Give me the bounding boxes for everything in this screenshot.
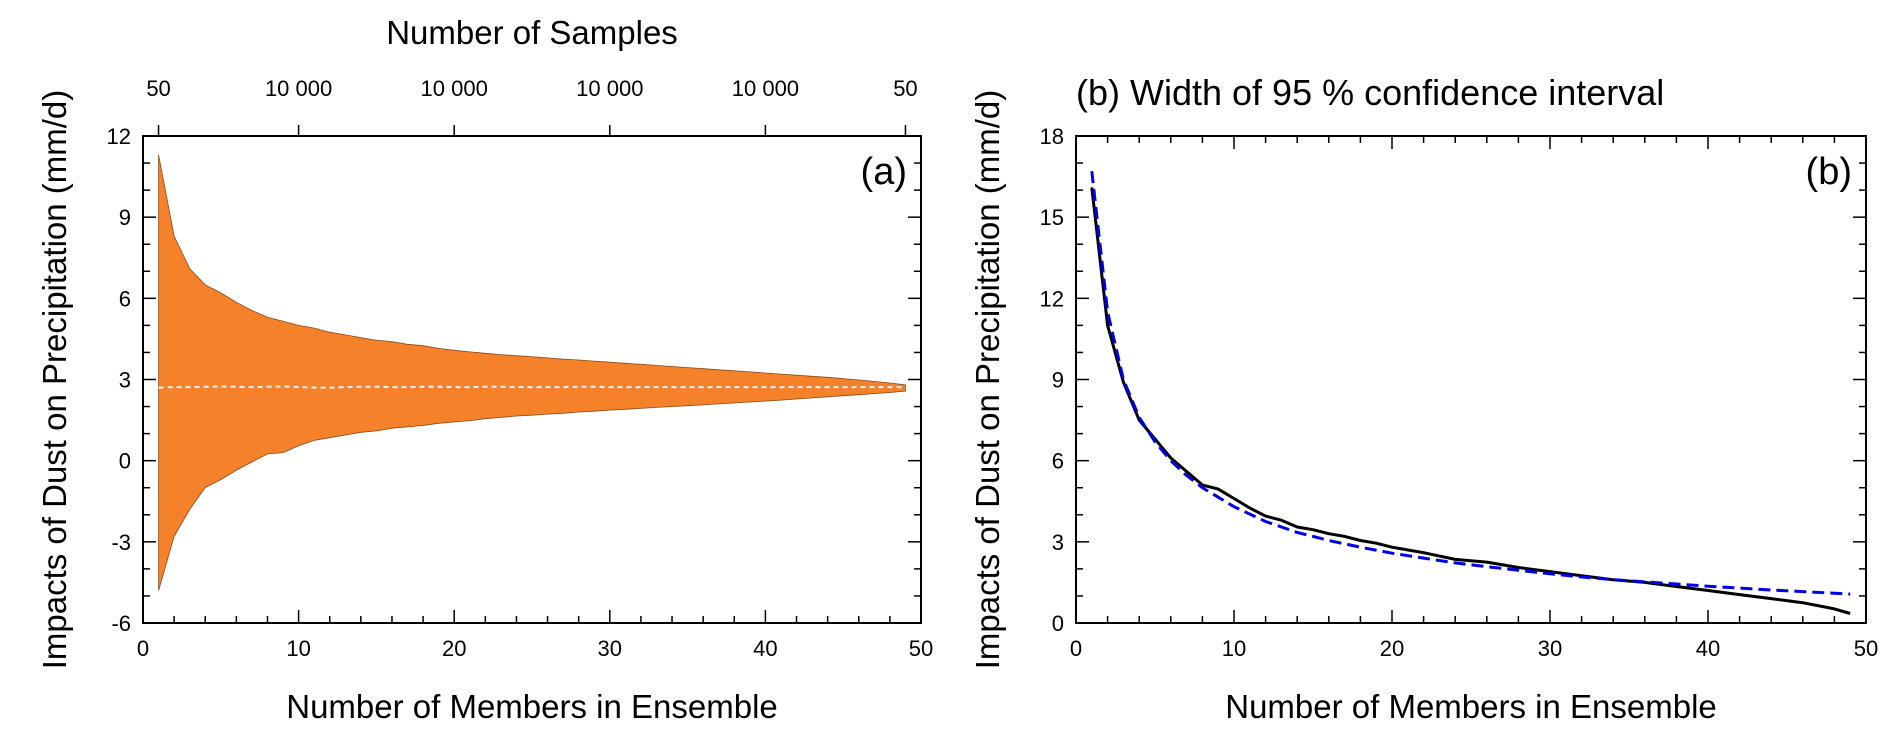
x-tick-label: 0 bbox=[137, 636, 149, 661]
y-tick-label: 3 bbox=[119, 368, 131, 393]
x2-tick-label: 50 bbox=[893, 76, 917, 101]
panel-a: 0 10 20 30 40 50 -6 -3 0 3 6 9 12 50 10 000 10 000 10 00… bbox=[36, 14, 933, 725]
panel-b: 0 10 20 30 40 50 0 3 6 9 12 15 18 Number of Members i… bbox=[969, 72, 1878, 725]
x2-tick-label: 10 000 bbox=[732, 76, 799, 101]
y-tick-label: 0 bbox=[1052, 611, 1064, 636]
y-tick-label: -3 bbox=[111, 530, 131, 555]
x2-tick-label: 10 000 bbox=[576, 76, 643, 101]
y-tick-label: 15 bbox=[1040, 205, 1064, 230]
y-axis-title: Impacts of Dust on Precipitation (mm/d) bbox=[36, 90, 73, 670]
series-solid-line bbox=[1090, 187, 1851, 615]
mean-line bbox=[158, 385, 906, 389]
y-tick-label: 18 bbox=[1040, 124, 1064, 149]
x-tick-label: 30 bbox=[1538, 636, 1562, 661]
x-tick-label: 10 bbox=[1222, 636, 1246, 661]
y-tick-label: 12 bbox=[107, 124, 131, 149]
x-axis-title: Number of Members in Ensemble bbox=[286, 688, 778, 725]
x2-tick-label: 50 bbox=[146, 76, 170, 101]
y-tick-label: 6 bbox=[1052, 449, 1064, 474]
y-tick-label: 9 bbox=[119, 205, 131, 230]
x-tick-label: 0 bbox=[1070, 636, 1082, 661]
x-axis-title: Number of Members in Ensemble bbox=[1225, 688, 1717, 725]
y-tick-label: -6 bbox=[111, 611, 131, 636]
y-axis-title: Impacts of Dust on Precipitation (mm/d) bbox=[969, 90, 1006, 670]
x-tick-label: 20 bbox=[1380, 636, 1404, 661]
y-tick-label: 3 bbox=[1052, 530, 1064, 555]
x-tick-label: 40 bbox=[753, 636, 777, 661]
x-tick-label: 50 bbox=[1854, 636, 1878, 661]
panel-label: (a) bbox=[861, 151, 907, 193]
x-tick-label: 20 bbox=[442, 636, 466, 661]
panel-title: (b) Width of 95 % confidence interval bbox=[1076, 72, 1664, 113]
x-tick-label: 30 bbox=[598, 636, 622, 661]
x2-tick-label: 10 000 bbox=[265, 76, 332, 101]
x2-tick-label: 10 000 bbox=[421, 76, 488, 101]
y-tick-label: 12 bbox=[1040, 286, 1064, 311]
y-tick-label: 9 bbox=[1052, 368, 1064, 393]
confidence-band bbox=[158, 154, 906, 591]
x-tick-label: 10 bbox=[286, 636, 310, 661]
x2-axis-title: Number of Samples bbox=[386, 14, 678, 51]
plot-frame bbox=[1075, 135, 1867, 624]
x-tick-label: 40 bbox=[1696, 636, 1720, 661]
y-tick-label: 6 bbox=[119, 286, 131, 311]
series-dashed-line bbox=[1090, 171, 1851, 596]
panel-label: (b) bbox=[1806, 151, 1852, 193]
x-tick-label: 50 bbox=[909, 636, 933, 661]
y-tick-label: 0 bbox=[119, 449, 131, 474]
